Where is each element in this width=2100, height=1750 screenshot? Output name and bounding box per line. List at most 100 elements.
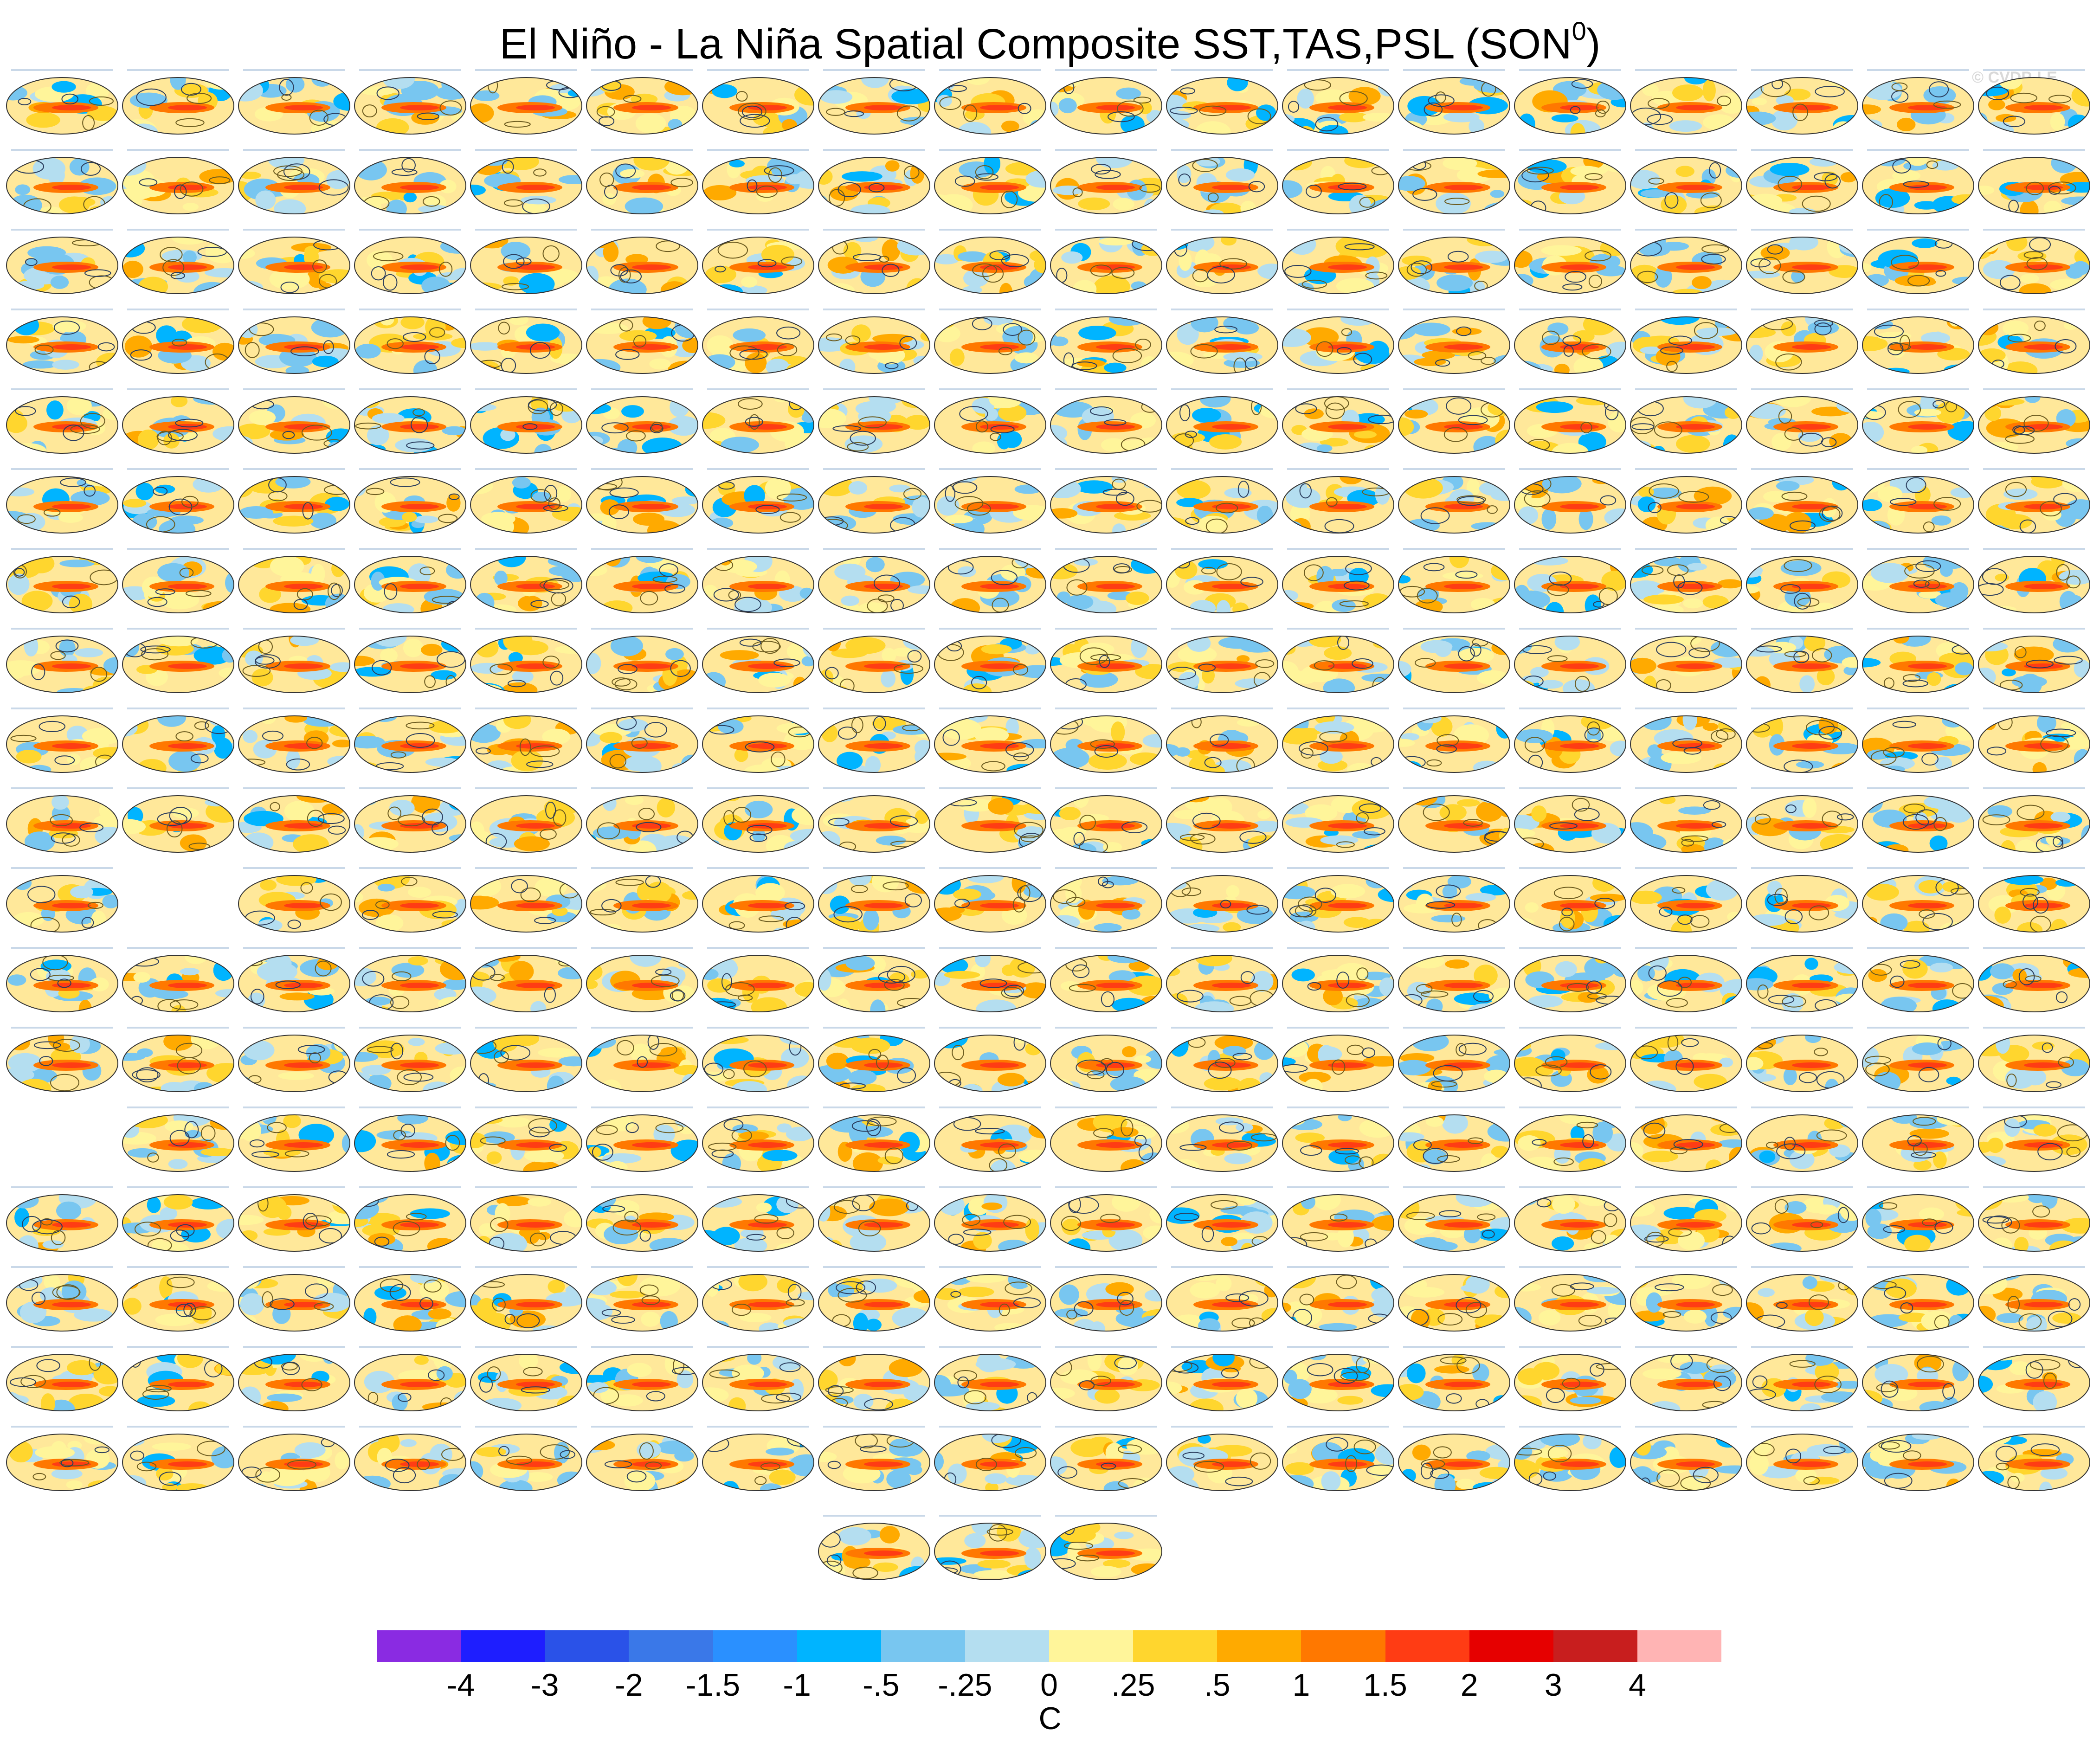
panel-caption xyxy=(359,69,461,71)
map-panel xyxy=(702,548,814,613)
panel-caption xyxy=(359,1346,461,1348)
map-panel xyxy=(1862,149,1974,214)
panel-caption xyxy=(1867,708,1969,709)
map-panel xyxy=(6,149,118,214)
colorbar-swatch xyxy=(461,1630,545,1662)
map-panel xyxy=(586,149,698,214)
map-panel xyxy=(1746,708,1858,773)
panel-caption xyxy=(475,1107,577,1108)
map-panel xyxy=(702,1027,814,1092)
panel-caption xyxy=(1403,1346,1505,1348)
map-panel xyxy=(1630,229,1742,294)
panel-caption xyxy=(1403,388,1505,390)
colorbar-swatch xyxy=(545,1630,629,1662)
map-panel xyxy=(1050,947,1162,1012)
map-panel xyxy=(1282,1027,1394,1092)
colorbar-tick-label: 3 xyxy=(1544,1667,1562,1703)
panel-caption xyxy=(707,708,809,709)
map-panel xyxy=(354,468,466,534)
map-panel xyxy=(1630,548,1742,613)
map-panel xyxy=(1746,947,1858,1012)
map-panel xyxy=(818,787,930,853)
map-panel xyxy=(1050,548,1162,613)
map-panel xyxy=(1514,1346,1626,1411)
panel-caption xyxy=(1635,708,1737,709)
map-panel xyxy=(818,1186,930,1252)
panel-caption xyxy=(1519,1186,1621,1188)
map-panel xyxy=(1978,628,2090,693)
panel-caption xyxy=(1287,787,1389,789)
map-panel xyxy=(1746,1266,1858,1332)
panel-caption xyxy=(1287,1027,1389,1029)
panel-caption xyxy=(1867,1027,1969,1029)
panel-caption xyxy=(11,628,113,630)
panel-caption xyxy=(1171,628,1273,630)
panel-caption xyxy=(127,708,229,709)
colorbar-tick-label: -.5 xyxy=(863,1667,900,1703)
panel-caption xyxy=(707,229,809,231)
map-panel xyxy=(122,229,234,294)
map-panel xyxy=(818,1515,930,1580)
map-panel xyxy=(586,309,698,374)
panel-caption xyxy=(1635,947,1737,949)
panel-caption xyxy=(1519,1107,1621,1108)
map-panel xyxy=(1746,1186,1858,1252)
map-panel xyxy=(1514,468,1626,534)
map-panel xyxy=(1050,628,1162,693)
panel-caption xyxy=(1055,1346,1157,1348)
colorbar-swatch xyxy=(1469,1630,1553,1662)
panel-caption xyxy=(591,787,693,789)
map-panel xyxy=(586,787,698,853)
panel-caption xyxy=(359,309,461,310)
map-panel xyxy=(702,787,814,853)
map-panel xyxy=(1514,787,1626,853)
map-panel xyxy=(934,1186,1046,1252)
map-panel xyxy=(1746,468,1858,534)
panel-caption xyxy=(243,1266,345,1268)
map-panel xyxy=(1514,1426,1626,1491)
map-panel xyxy=(470,1107,582,1172)
panel-caption xyxy=(591,708,693,709)
map-panel xyxy=(934,548,1046,613)
map-panel xyxy=(1630,708,1742,773)
map-panel xyxy=(238,468,350,534)
panel-caption xyxy=(939,388,1041,390)
panel-caption xyxy=(11,867,113,869)
panel-caption xyxy=(127,1186,229,1188)
map-panel xyxy=(238,1346,350,1411)
map-panel xyxy=(238,309,350,374)
panel-caption xyxy=(591,947,693,949)
map-panel xyxy=(122,149,234,214)
panel-caption xyxy=(475,708,577,709)
map-panel xyxy=(1166,468,1278,534)
colorbar-swatch xyxy=(1049,1630,1134,1662)
map-panel xyxy=(1746,149,1858,214)
map-panel xyxy=(470,1346,582,1411)
map-panel xyxy=(1862,628,1974,693)
map-panel xyxy=(1398,1266,1510,1332)
panel-caption xyxy=(1867,1266,1969,1268)
map-panel xyxy=(586,1186,698,1252)
map-panel xyxy=(122,1027,234,1092)
map-panel xyxy=(1978,1266,2090,1332)
panel-caption xyxy=(475,867,577,869)
map-panel xyxy=(354,69,466,135)
map-panel xyxy=(354,1266,466,1332)
panel-caption xyxy=(127,628,229,630)
map-panel xyxy=(1050,1426,1162,1491)
map-panel xyxy=(1746,1346,1858,1411)
map-panel xyxy=(818,229,930,294)
colorbar-swatch xyxy=(1385,1630,1469,1662)
panel-caption xyxy=(127,69,229,71)
panel-caption xyxy=(1867,309,1969,310)
map-panel xyxy=(354,149,466,214)
colorbar-tick-label: 0 xyxy=(1040,1667,1058,1703)
panel-caption xyxy=(11,787,113,789)
colorbar-swatch xyxy=(1217,1630,1301,1662)
map-panel xyxy=(238,708,350,773)
panel-caption xyxy=(127,388,229,390)
panel-caption xyxy=(1519,468,1621,470)
map-panel xyxy=(6,1186,118,1252)
panel-caption xyxy=(1171,1107,1273,1108)
map-panel xyxy=(1630,1346,1742,1411)
